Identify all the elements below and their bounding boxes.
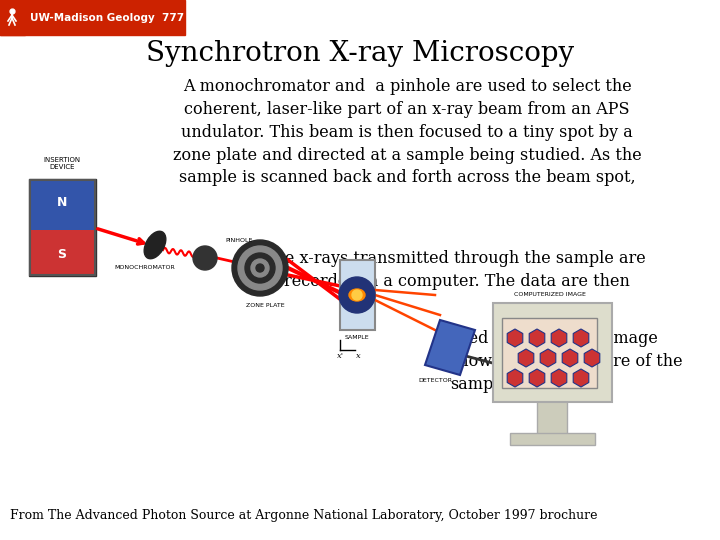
- Text: MONOCHROMATOR: MONOCHROMATOR: [114, 265, 176, 270]
- Circle shape: [193, 246, 217, 270]
- Circle shape: [256, 264, 264, 272]
- Text: x': x': [336, 352, 343, 360]
- Circle shape: [232, 240, 288, 296]
- Circle shape: [245, 253, 275, 283]
- FancyBboxPatch shape: [510, 433, 595, 445]
- Polygon shape: [425, 320, 475, 375]
- Text: SAMPLE: SAMPLE: [345, 335, 369, 340]
- Ellipse shape: [349, 289, 365, 301]
- Text: COMPUTERIZED IMAGE: COMPUTERIZED IMAGE: [514, 292, 586, 297]
- FancyBboxPatch shape: [493, 303, 612, 402]
- Text: used to develop an image
showing the structure of the
sample: used to develop an image showing the str…: [450, 330, 683, 393]
- Ellipse shape: [144, 231, 166, 259]
- Text: Synchrotron X-ray Microscopy: Synchrotron X-ray Microscopy: [146, 40, 574, 67]
- FancyBboxPatch shape: [29, 179, 96, 276]
- FancyBboxPatch shape: [502, 318, 597, 388]
- Text: S: S: [58, 248, 66, 261]
- Bar: [0, 0, 185, 35]
- Bar: [0, 0, 25, 35]
- Text: From The Advanced Photon Source at Argonne National Laboratory, October 1997 bro: From The Advanced Photon Source at Argon…: [10, 509, 598, 522]
- FancyBboxPatch shape: [340, 260, 375, 330]
- Text: UW-Madison Geology  777: UW-Madison Geology 777: [30, 13, 184, 23]
- Text: PINHOLE: PINHOLE: [225, 238, 253, 243]
- Text: A monochromator and  a pinhole are used to select the
coherent, laser-like part : A monochromator and a pinhole are used t…: [173, 78, 642, 186]
- FancyBboxPatch shape: [537, 398, 567, 440]
- Circle shape: [238, 246, 282, 290]
- Circle shape: [251, 259, 269, 277]
- FancyBboxPatch shape: [30, 180, 95, 230]
- Circle shape: [339, 277, 375, 313]
- Text: x: x: [356, 352, 361, 360]
- Text: the x-rays transmitted through the sample are
recorded in a computer. The data a: the x-rays transmitted through the sampl…: [268, 250, 646, 290]
- Text: DETECTOR: DETECTOR: [418, 378, 452, 383]
- Text: INSERTION
DEVICE: INSERTION DEVICE: [43, 157, 81, 170]
- Text: N: N: [57, 195, 67, 208]
- Text: ZONE PLATE: ZONE PLATE: [246, 303, 284, 308]
- Circle shape: [352, 290, 362, 300]
- FancyBboxPatch shape: [30, 230, 95, 275]
